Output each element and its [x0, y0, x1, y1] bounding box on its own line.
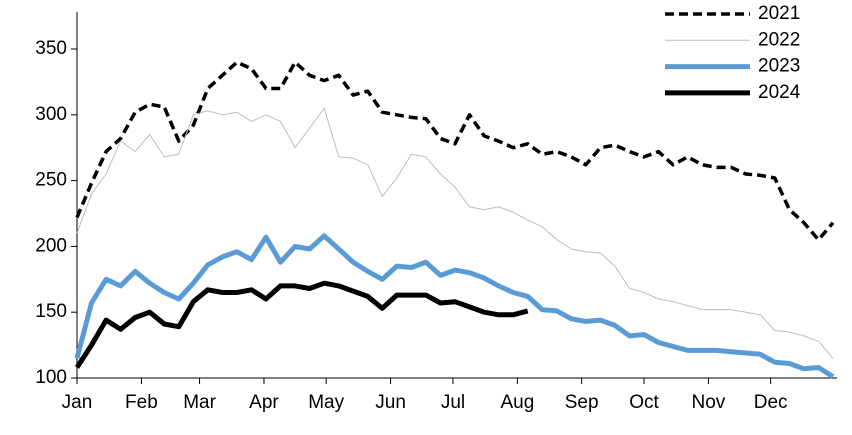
x-tick-label: Apr — [249, 392, 279, 413]
legend-label: 2023 — [758, 56, 800, 77]
y-tick-label: 250 — [35, 170, 67, 191]
x-tick-label: Jun — [375, 392, 406, 413]
series-line — [74, 233, 835, 379]
series-line — [75, 60, 835, 242]
x-tick-label: Feb — [125, 392, 158, 413]
x-tick-label: Jul — [441, 392, 465, 413]
y-tick-label: 300 — [35, 104, 67, 125]
x-tick-label: Jan — [62, 392, 93, 413]
y-tick-label: 100 — [35, 367, 67, 388]
x-tick-label: Sep — [565, 392, 599, 413]
series-line — [76, 107, 834, 359]
x-tick-label: Oct — [629, 392, 659, 413]
legend-label: 2024 — [758, 82, 801, 103]
y-tick-label: 200 — [35, 235, 67, 256]
y-tick-label: 150 — [35, 301, 67, 322]
legend-label: 2021 — [758, 3, 800, 24]
legend-label: 2022 — [758, 29, 800, 50]
series-line — [74, 280, 529, 369]
x-tick-label: Nov — [692, 392, 726, 413]
x-tick-label: May — [308, 392, 344, 413]
x-tick-label: Mar — [183, 392, 216, 413]
x-tick-label: Aug — [500, 392, 534, 413]
y-tick-label: 350 — [35, 38, 67, 59]
x-tick-label: Dec — [754, 392, 788, 413]
